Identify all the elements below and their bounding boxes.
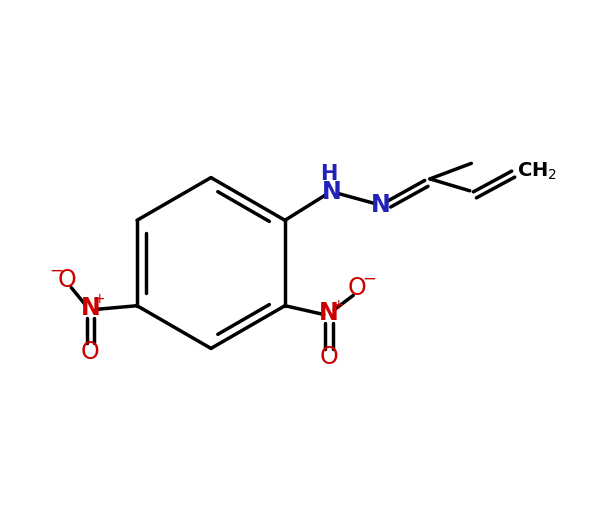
Text: CH$_2$: CH$_2$ (517, 160, 557, 182)
Text: O: O (319, 346, 338, 369)
Text: H: H (321, 164, 338, 184)
Text: +: + (332, 298, 344, 312)
Text: −: − (362, 270, 376, 288)
Text: O: O (81, 340, 100, 365)
Text: N: N (81, 296, 100, 320)
Text: O: O (58, 268, 77, 292)
Text: N: N (371, 193, 390, 217)
Text: −: − (49, 262, 63, 280)
Text: O: O (348, 276, 367, 300)
Text: N: N (319, 301, 339, 326)
Text: +: + (94, 292, 106, 307)
Text: N: N (322, 180, 341, 204)
